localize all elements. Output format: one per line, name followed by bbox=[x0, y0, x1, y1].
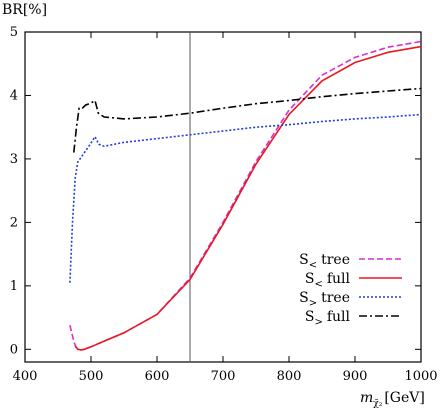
x-axis-label-var: m bbox=[360, 390, 373, 406]
legend-label-suffix: full bbox=[327, 309, 351, 325]
legend-label: S< full bbox=[305, 271, 351, 290]
y-tick-label: 0 bbox=[10, 342, 18, 357]
x-tick-label: 800 bbox=[277, 369, 302, 384]
y-tick-label: 4 bbox=[10, 88, 18, 103]
x-tick-label: 700 bbox=[211, 369, 236, 384]
legend-label-suffix: tree bbox=[321, 252, 350, 268]
x-axis-label-unit: [GeV] bbox=[384, 390, 425, 406]
x-tick-label: 900 bbox=[343, 369, 368, 384]
legend-label-sub: > bbox=[309, 298, 317, 309]
legend-label: S> tree bbox=[299, 290, 350, 309]
x-axis-label: mχ̃₂ [GeV] bbox=[360, 390, 425, 409]
legend-label-main: S bbox=[299, 252, 309, 268]
x-tick-label: 600 bbox=[145, 369, 170, 384]
series-line bbox=[69, 40, 422, 351]
y-tick-label: 5 bbox=[10, 25, 18, 40]
y-axis-label: BR[%] bbox=[2, 2, 47, 18]
legend-label: S> full bbox=[305, 309, 351, 328]
legend-label-main: S bbox=[305, 309, 315, 325]
x-axis-label-sub: χ̃₂ bbox=[373, 398, 382, 409]
legend-label-suffix: tree bbox=[321, 290, 350, 306]
x-tick-label: 1000 bbox=[404, 369, 437, 384]
series-layer bbox=[69, 40, 422, 351]
series-line bbox=[69, 113, 422, 283]
legend-label-main: S bbox=[305, 271, 315, 287]
y-tick-label: 3 bbox=[10, 152, 18, 167]
legend-label-sub: < bbox=[309, 260, 317, 271]
y-tick-label: 1 bbox=[10, 279, 18, 294]
series-line bbox=[74, 45, 422, 351]
x-tick-label: 400 bbox=[13, 369, 38, 384]
y-tick-label: 2 bbox=[10, 215, 18, 230]
legend-label-sub: < bbox=[314, 279, 322, 290]
x-tick-label: 500 bbox=[79, 369, 104, 384]
legend-label-suffix: full bbox=[327, 271, 351, 287]
legend-label-main: S bbox=[299, 290, 309, 306]
legend-label-sub: > bbox=[314, 317, 322, 328]
legend-label: S< tree bbox=[299, 252, 350, 271]
series-line bbox=[73, 87, 422, 153]
plot-frame bbox=[24, 31, 422, 363]
axes: 400 500 600 700 800 900 1000 0 1 2 3 4 5 bbox=[10, 25, 438, 384]
